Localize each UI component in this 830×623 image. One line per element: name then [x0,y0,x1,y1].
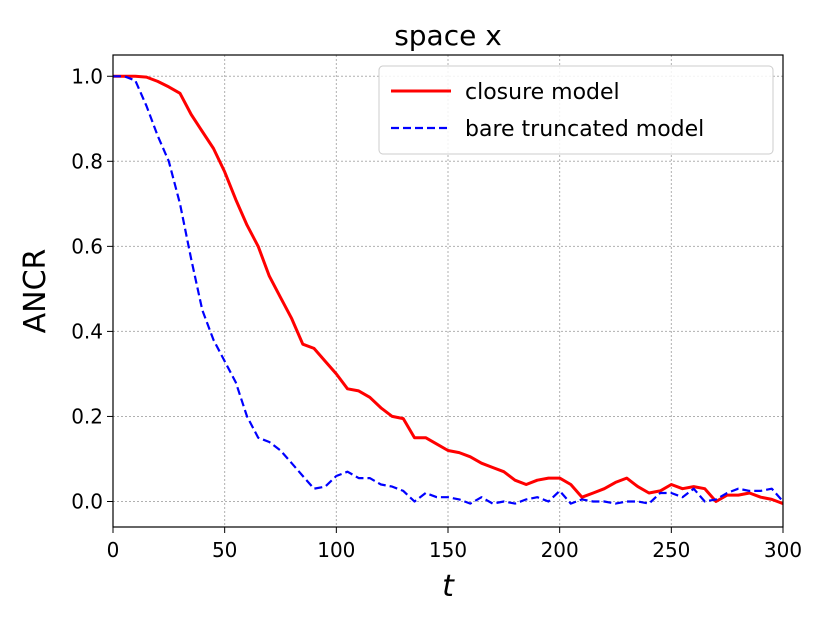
x-tick-label: 150 [429,538,467,562]
chart-title: space x [394,19,502,52]
legend-label-0: closure model [465,80,620,105]
series-layer [113,74,784,506]
y-tick-label: 0.8 [71,149,103,173]
y-tick-label: 0.2 [71,404,103,428]
x-tick-label: 0 [107,538,120,562]
y-tick-label: 0.6 [71,234,103,258]
legend-box [378,65,774,155]
axis-ticks: 0 50 100 150 200 250 300 0.0 0.2 0.4 0.6 0.8 1.0 [71,64,802,562]
legend-label-1: bare truncated model [465,117,704,142]
y-tick-label: 0.4 [71,319,103,343]
y-tick-label: 0.0 [71,489,103,513]
x-axis-label: t [442,569,455,604]
series-line-0 [113,74,784,506]
x-tick-label: 50 [212,538,237,562]
series-line-1 [113,75,784,505]
x-tick-label: 100 [317,538,355,562]
y-tick-label: 1.0 [71,64,103,88]
x-tick-label: 250 [652,538,690,562]
x-tick-label: 200 [541,538,579,562]
y-axis-label: ANCR [18,249,53,334]
legend: closure model bare truncated model [378,65,774,155]
x-tick-label: 300 [764,538,802,562]
